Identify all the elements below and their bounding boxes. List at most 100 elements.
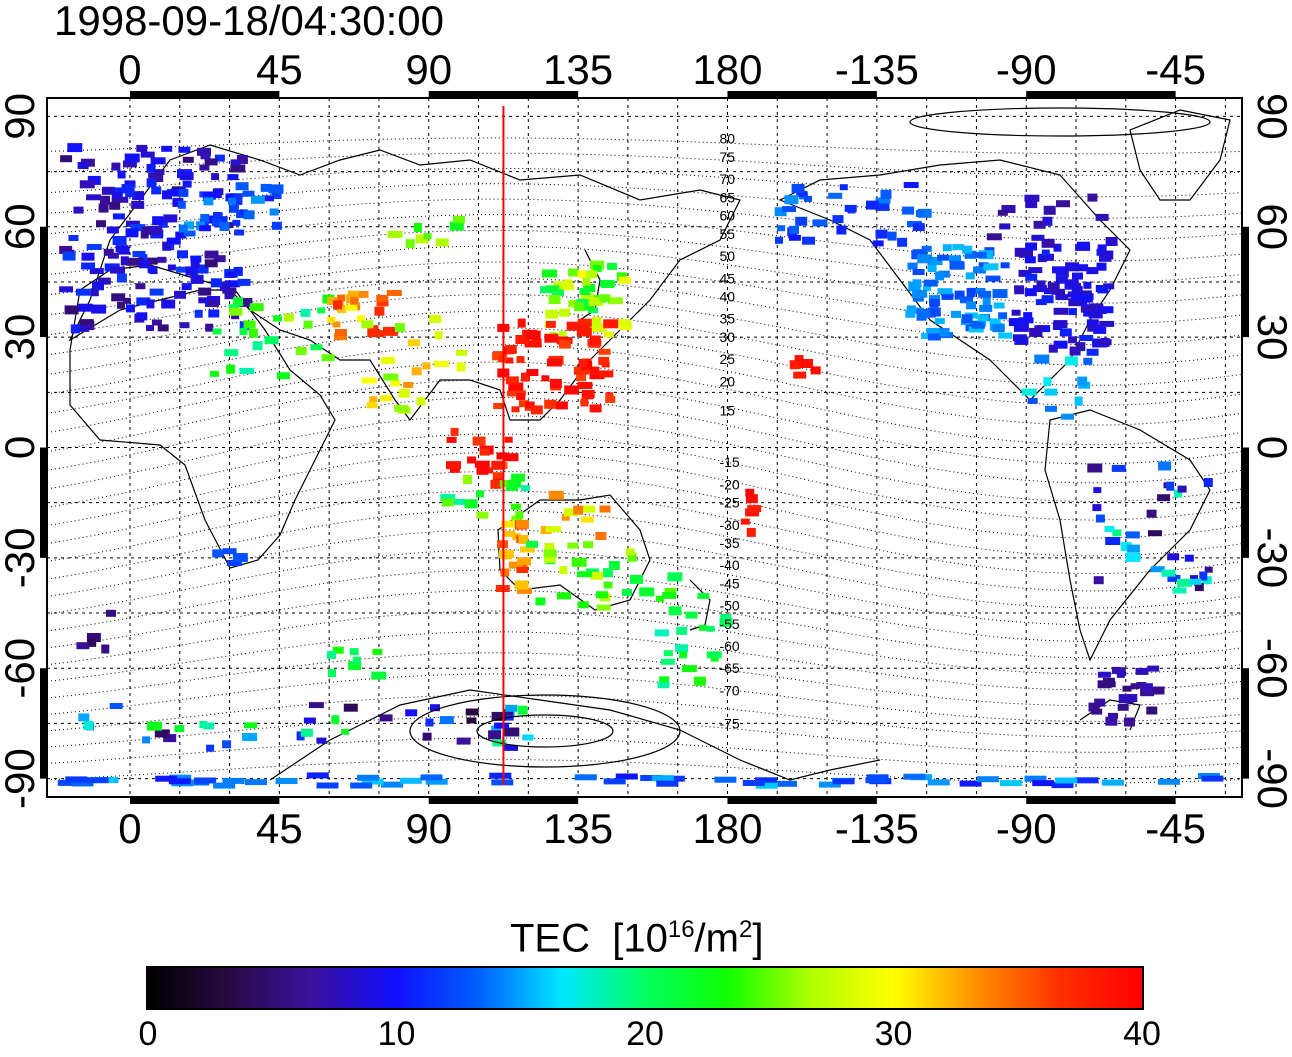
tec-cell [1108, 712, 1118, 719]
tec-cell [549, 378, 562, 388]
tec-cell [518, 534, 529, 544]
tec-cell [125, 228, 139, 238]
tec-cell [204, 158, 218, 166]
tec-cell [271, 190, 282, 199]
tec-cell [745, 508, 760, 517]
tec-cell [1096, 248, 1107, 256]
tec-cell [328, 669, 336, 678]
tec-cell [1076, 264, 1089, 272]
x-tick-label-top: -135 [835, 46, 919, 93]
tec-cell [1053, 340, 1068, 349]
tec-cell [667, 572, 683, 582]
tec-cell [78, 713, 90, 722]
tec-cell [429, 315, 442, 323]
tec-cell [1008, 318, 1019, 327]
tec-cell [923, 285, 931, 292]
tec-cell [599, 294, 611, 303]
tec-cell [214, 154, 225, 162]
tec-cell [245, 779, 267, 786]
tec-cell [101, 644, 110, 654]
tec-cell [1097, 286, 1109, 294]
tec-cell [660, 658, 675, 665]
tec-cell [200, 153, 211, 160]
tec-cell [158, 219, 168, 228]
tec-cell [525, 401, 535, 409]
tec-cell [1053, 243, 1062, 252]
tec-cell [516, 356, 525, 364]
magnetic-latitude-line [46, 152, 1243, 176]
tec-cell [472, 436, 486, 446]
coastline-eurasia [68, 144, 741, 421]
tec-cell [949, 260, 964, 269]
tec-cell [446, 461, 461, 470]
tec-cell [1204, 566, 1213, 573]
tec-cell [149, 288, 164, 296]
polar-rings [409, 107, 1211, 768]
tec-cell [577, 318, 592, 327]
tec-cell [1034, 354, 1050, 364]
tec-cell [86, 633, 101, 642]
tec-cell [557, 592, 571, 600]
tec-cell [109, 201, 121, 210]
tec-cell [564, 508, 578, 517]
tec-cell [62, 251, 76, 261]
tec-cell [1068, 298, 1083, 307]
tec-cell [596, 604, 611, 611]
tec-cell [491, 711, 506, 721]
tec-cell [422, 732, 432, 741]
y-tick-label-left: 30 [0, 314, 43, 361]
tec-cell [788, 234, 801, 241]
tec-cell [332, 321, 341, 328]
tec-cell [1122, 685, 1132, 692]
magnetic-latitude-line [46, 277, 1243, 346]
tec-cell [511, 406, 520, 413]
tec-cell [219, 282, 229, 291]
tec-cell [577, 382, 593, 389]
magnetic-latitude-line [46, 245, 1243, 304]
tec-cell [327, 316, 336, 323]
tec-cell [235, 182, 249, 191]
tec-cell [630, 574, 643, 584]
magnetic-latitude-label: 30 [719, 329, 735, 345]
tec-cell [978, 290, 992, 298]
magnetic-latitude-label: -20 [719, 476, 739, 492]
tec-cell [182, 156, 194, 163]
tec-cell [244, 722, 258, 729]
tec-cell [416, 397, 426, 406]
tec-cell [122, 297, 131, 304]
tec-cell [591, 324, 607, 333]
tec-cell [622, 588, 632, 596]
tec-cell [491, 725, 502, 733]
tec-cell [1125, 531, 1140, 539]
tec-cell [449, 465, 460, 473]
tec-cell [106, 226, 119, 234]
tec-cell [83, 721, 94, 730]
tec-cell [1094, 698, 1106, 707]
magnetic-latitude-line [46, 490, 1243, 575]
tec-cell [162, 190, 172, 200]
tec-cell [98, 203, 109, 213]
tec-cell [493, 403, 505, 409]
tec-cell [1076, 777, 1099, 784]
tec-cell [433, 360, 449, 367]
tec-cell [177, 250, 188, 259]
tec-cell [430, 704, 440, 712]
tec-cell [1068, 336, 1078, 344]
tec-cell [522, 734, 534, 741]
tec-cell [100, 195, 110, 205]
tec-cell [521, 372, 530, 382]
tec-cell [111, 162, 121, 171]
x-tick-label-bottom: 135 [543, 805, 613, 852]
tec-cell [586, 568, 600, 575]
tec-cell [394, 404, 409, 412]
tec-cell [603, 331, 614, 338]
coastline-greenland [1129, 109, 1231, 201]
tec-cell [161, 145, 173, 152]
tec-cell [803, 359, 813, 367]
tec-cell [1087, 463, 1103, 473]
tec-cell [1157, 494, 1171, 502]
tec-cell [584, 293, 593, 303]
tec-cell [367, 328, 378, 338]
tec-cell [183, 230, 196, 237]
tec-cell [832, 778, 855, 785]
